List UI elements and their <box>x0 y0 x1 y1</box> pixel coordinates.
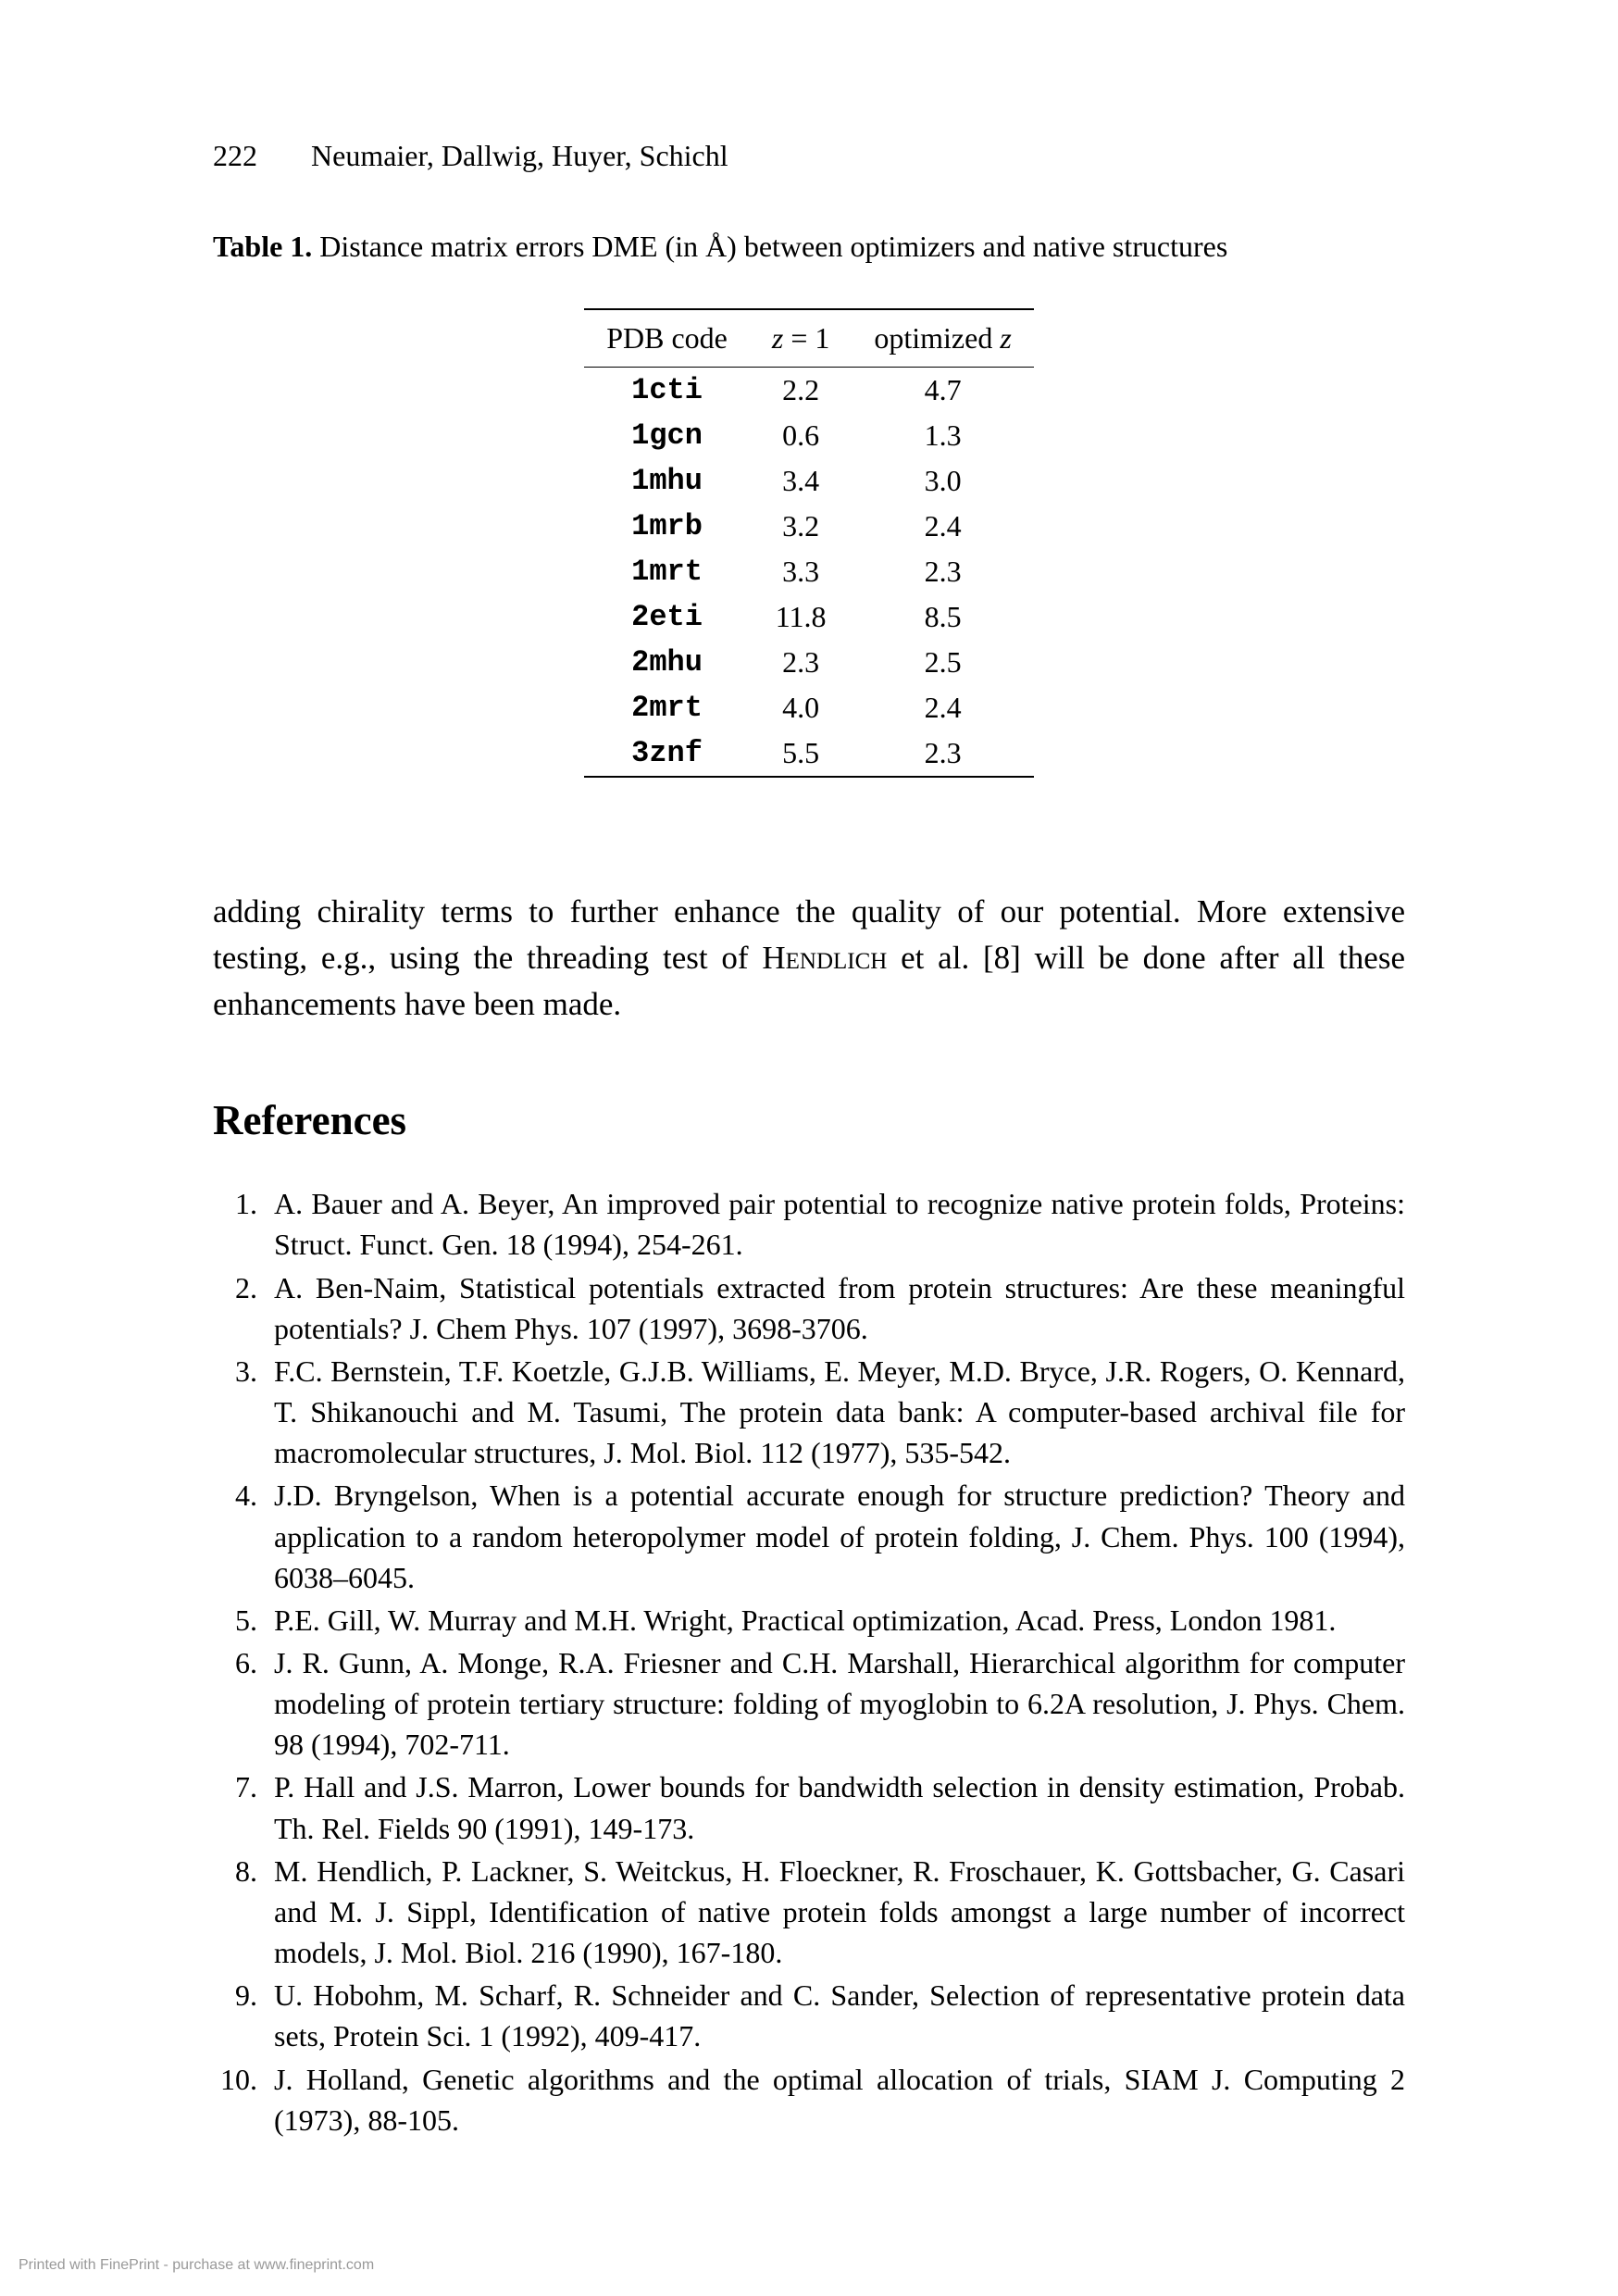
col-zopt: optimized z <box>852 309 1033 368</box>
reference-item: J. R. Gunn, A. Monge, R.A. Friesner and … <box>265 1642 1405 1765</box>
table-body: 1cti2.24.71gcn0.61.31mhu3.43.01mrb3.22.4… <box>584 368 1034 778</box>
table-row: 2mhu2.32.5 <box>584 640 1034 685</box>
table-row: 2mrt4.02.4 <box>584 685 1034 730</box>
cell-z1: 2.2 <box>750 368 853 414</box>
cell-z1: 3.4 <box>750 458 853 504</box>
table-row: 3znf5.52.3 <box>584 730 1034 777</box>
cell-z1: 11.8 <box>750 594 853 640</box>
reference-item: M. Hendlich, P. Lackner, S. Weitckus, H.… <box>265 1851 1405 1973</box>
cell-pdb-code: 1mrt <box>584 549 750 594</box>
cell-zopt: 1.3 <box>852 413 1033 458</box>
table-header-row: PDB code z = 1 optimized z <box>584 309 1034 368</box>
col-z1-rest: = 1 <box>783 321 829 355</box>
body-paragraph: adding chirality terms to further enhanc… <box>213 889 1405 1027</box>
references-heading: References <box>213 1096 1405 1144</box>
cell-z1: 4.0 <box>750 685 853 730</box>
cell-zopt: 2.3 <box>852 730 1033 777</box>
table-caption-text: Distance matrix errors DME (in Å) betwee… <box>312 230 1227 263</box>
references-list: A. Bauer and A. Beyer, An improved pair … <box>213 1183 1405 2140</box>
cell-z1: 5.5 <box>750 730 853 777</box>
col-pdb-code: PDB code <box>584 309 750 368</box>
reference-item: P. Hall and J.S. Marron, Lower bounds fo… <box>265 1766 1405 1848</box>
reference-item: A. Ben-Naim, Statistical potentials extr… <box>265 1267 1405 1349</box>
col-zopt-pre: optimized <box>874 321 1000 355</box>
cell-pdb-code: 2eti <box>584 594 750 640</box>
reference-item: U. Hobohm, M. Scharf, R. Schneider and C… <box>265 1975 1405 2056</box>
table-row: 2eti11.88.5 <box>584 594 1034 640</box>
cell-pdb-code: 2mrt <box>584 685 750 730</box>
col-z1-var: z <box>772 321 783 355</box>
footer-note: Printed with FinePrint - purchase at www… <box>19 2257 374 2274</box>
cell-pdb-code: 3znf <box>584 730 750 777</box>
cell-pdb-code: 1mhu <box>584 458 750 504</box>
table-row: 1mrb3.22.4 <box>584 504 1034 549</box>
cell-z1: 3.3 <box>750 549 853 594</box>
table-row: 1cti2.24.7 <box>584 368 1034 414</box>
dme-table: PDB code z = 1 optimized z 1cti2.24.71gc… <box>584 308 1034 778</box>
col-zopt-var: z <box>1000 321 1011 355</box>
cell-z1: 0.6 <box>750 413 853 458</box>
cell-zopt: 2.4 <box>852 504 1033 549</box>
cell-zopt: 2.5 <box>852 640 1033 685</box>
table-wrapper: PDB code z = 1 optimized z 1cti2.24.71gc… <box>213 308 1405 778</box>
para-smallcaps: Hendlich <box>762 940 887 976</box>
table-caption: Table 1. Distance matrix errors DME (in … <box>213 227 1405 267</box>
reference-item: A. Bauer and A. Beyer, An improved pair … <box>265 1183 1405 1265</box>
running-head: 222 Neumaier, Dallwig, Huyer, Schichl <box>213 139 1405 173</box>
cell-zopt: 2.3 <box>852 549 1033 594</box>
cell-zopt: 8.5 <box>852 594 1033 640</box>
table-row: 1mrt3.32.3 <box>584 549 1034 594</box>
running-authors: Neumaier, Dallwig, Huyer, Schichl <box>311 139 728 172</box>
cell-zopt: 2.4 <box>852 685 1033 730</box>
cell-z1: 3.2 <box>750 504 853 549</box>
reference-item: J.D. Bryngelson, When is a potential acc… <box>265 1475 1405 1597</box>
reference-item: F.C. Bernstein, T.F. Koetzle, G.J.B. Wil… <box>265 1351 1405 1473</box>
reference-item: J. Holland, Genetic algorithms and the o… <box>265 2059 1405 2140</box>
page-number: 222 <box>213 139 257 172</box>
cell-pdb-code: 1gcn <box>584 413 750 458</box>
cell-pdb-code: 1cti <box>584 368 750 414</box>
table-row: 1mhu3.43.0 <box>584 458 1034 504</box>
col-z1: z = 1 <box>750 309 853 368</box>
cell-zopt: 4.7 <box>852 368 1033 414</box>
cell-zopt: 3.0 <box>852 458 1033 504</box>
cell-z1: 2.3 <box>750 640 853 685</box>
reference-item: P.E. Gill, W. Murray and M.H. Wright, Pr… <box>265 1600 1405 1641</box>
table-row: 1gcn0.61.3 <box>584 413 1034 458</box>
cell-pdb-code: 1mrb <box>584 504 750 549</box>
table-caption-label: Table 1. <box>213 230 312 263</box>
cell-pdb-code: 2mhu <box>584 640 750 685</box>
